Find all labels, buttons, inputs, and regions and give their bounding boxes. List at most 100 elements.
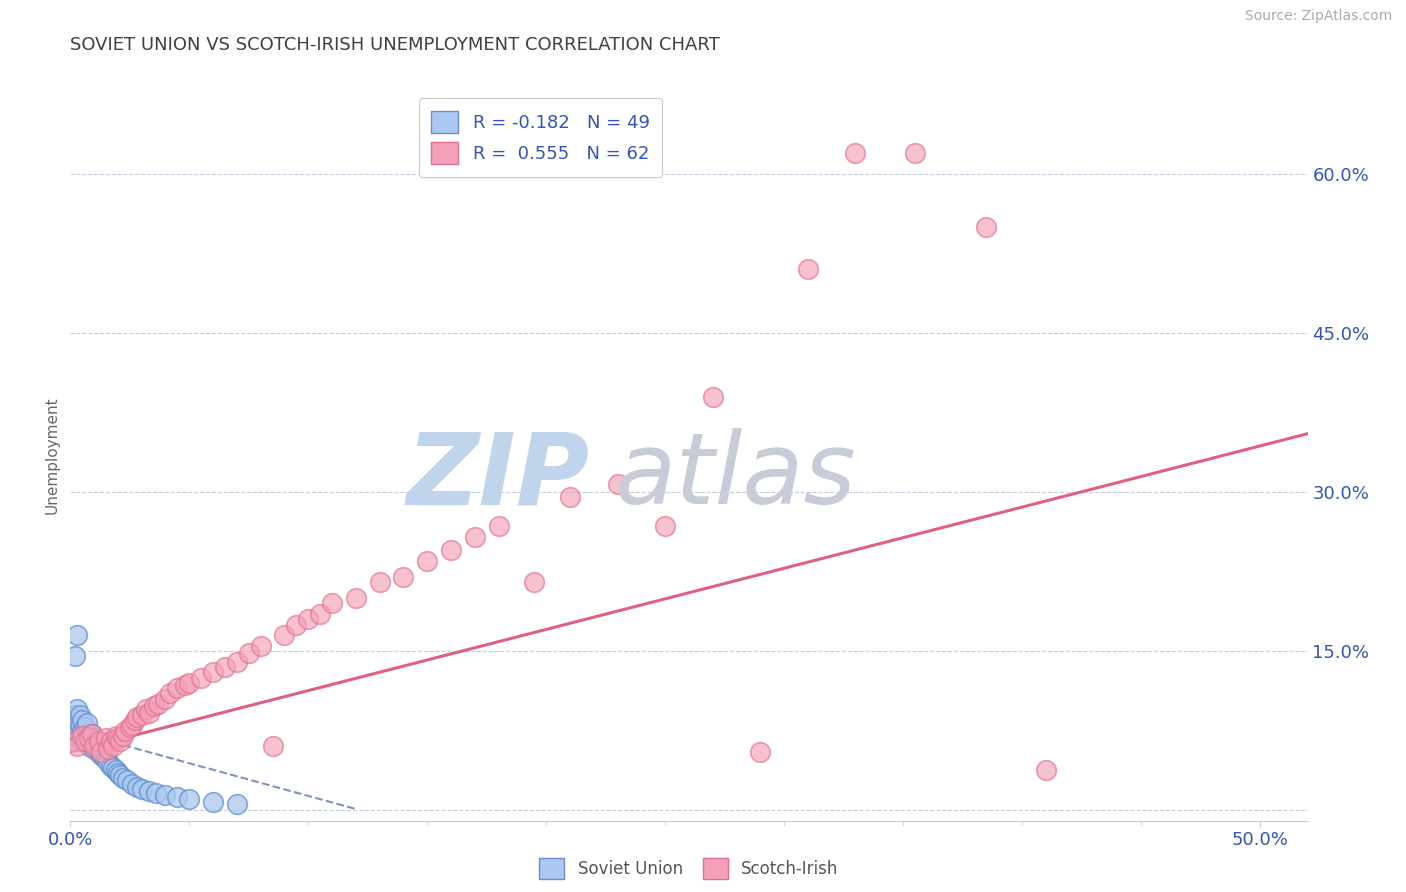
Point	[125, 710, 148, 724]
Point	[138, 706, 160, 720]
Point	[392, 570, 415, 584]
Point	[79, 739, 101, 754]
Point	[121, 776, 143, 790]
Point	[225, 797, 247, 811]
Point	[155, 691, 177, 706]
Point	[262, 739, 284, 754]
Point	[142, 699, 165, 714]
Point	[111, 729, 134, 743]
Point	[202, 795, 225, 809]
Point	[214, 660, 236, 674]
Point	[66, 702, 89, 716]
Point	[1035, 763, 1057, 777]
Point	[101, 739, 124, 754]
Point	[121, 718, 143, 732]
Point	[145, 786, 167, 800]
Point	[118, 720, 141, 734]
Point	[749, 745, 772, 759]
Point	[86, 739, 108, 754]
Point	[117, 773, 139, 788]
Point	[90, 745, 112, 759]
Point	[440, 543, 463, 558]
Text: ZIP: ZIP	[406, 428, 591, 525]
Point	[135, 702, 157, 716]
Point	[101, 761, 124, 775]
Y-axis label: Unemployment: Unemployment	[44, 396, 59, 514]
Point	[179, 792, 201, 806]
Point	[904, 145, 927, 160]
Point	[70, 713, 93, 727]
Point	[66, 723, 89, 738]
Point	[69, 718, 91, 732]
Text: SOVIET UNION VS SCOTCH-IRISH UNEMPLOYMENT CORRELATION CHART: SOVIET UNION VS SCOTCH-IRISH UNEMPLOYMEN…	[70, 36, 720, 54]
Point	[179, 676, 201, 690]
Point	[83, 739, 105, 754]
Point	[79, 729, 101, 743]
Point	[344, 591, 367, 605]
Point	[79, 731, 101, 745]
Point	[124, 713, 146, 727]
Text: atlas: atlas	[614, 428, 856, 525]
Point	[238, 646, 260, 660]
Point	[110, 768, 132, 782]
Point	[80, 737, 103, 751]
Point	[83, 741, 105, 756]
Point	[148, 697, 170, 711]
Point	[70, 729, 93, 743]
Point	[76, 727, 98, 741]
Point	[797, 262, 820, 277]
Point	[558, 491, 581, 505]
Point	[107, 731, 129, 745]
Point	[114, 723, 136, 738]
Point	[63, 649, 86, 664]
Point	[97, 756, 120, 770]
Point	[190, 671, 212, 685]
Point	[66, 739, 89, 754]
Point	[93, 750, 115, 764]
Point	[702, 390, 724, 404]
Point	[416, 554, 439, 568]
Point	[107, 766, 129, 780]
Point	[368, 575, 391, 590]
Point	[76, 734, 98, 748]
Point	[166, 790, 188, 805]
Point	[111, 771, 134, 785]
Point	[125, 780, 148, 794]
Legend: Soviet Union, Scotch-Irish: Soviet Union, Scotch-Irish	[533, 852, 845, 886]
Point	[69, 707, 91, 722]
Point	[138, 784, 160, 798]
Point	[62, 718, 84, 732]
Point	[66, 713, 89, 727]
Point	[104, 763, 127, 777]
Point	[321, 596, 343, 610]
Point	[844, 145, 866, 160]
Point	[285, 617, 308, 632]
Point	[80, 727, 103, 741]
Point	[73, 734, 96, 748]
Point	[76, 716, 98, 731]
Point	[63, 707, 86, 722]
Point	[225, 655, 247, 669]
Point	[100, 734, 122, 748]
Point	[159, 686, 181, 700]
Point	[273, 628, 295, 642]
Point	[94, 752, 117, 766]
Point	[976, 219, 998, 234]
Point	[155, 788, 177, 802]
Point	[202, 665, 225, 680]
Text: Source: ZipAtlas.com: Source: ZipAtlas.com	[1244, 9, 1392, 23]
Point	[104, 729, 127, 743]
Point	[73, 731, 96, 745]
Point	[523, 575, 546, 590]
Point	[63, 729, 86, 743]
Point	[173, 678, 195, 692]
Point	[97, 741, 120, 756]
Point	[90, 737, 112, 751]
Point	[66, 628, 89, 642]
Point	[654, 519, 676, 533]
Point	[488, 519, 510, 533]
Point	[69, 729, 91, 743]
Point	[70, 723, 93, 738]
Point	[63, 734, 86, 748]
Point	[80, 727, 103, 741]
